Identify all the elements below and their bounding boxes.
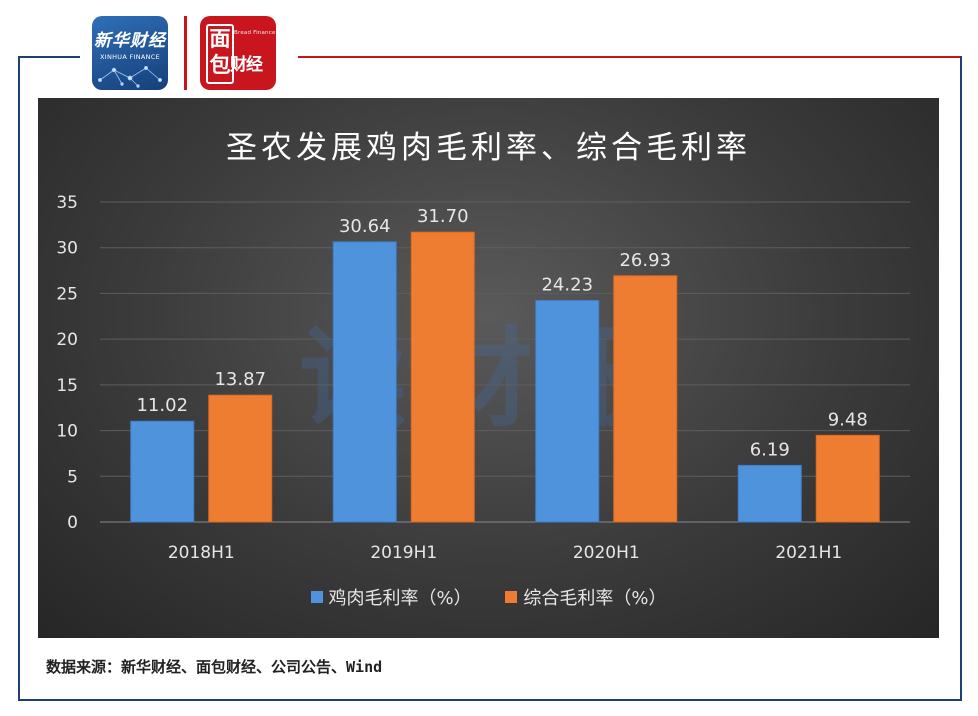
legend-item-overall: 综合毛利率（%）	[505, 584, 666, 610]
mianbao-logo-small-text: Bread Finance	[234, 30, 276, 36]
bar-chicken-margin	[535, 299, 600, 523]
data-label: 6.19	[750, 439, 790, 460]
x-tick-label: 2020H1	[573, 543, 640, 563]
network-dots-icon	[98, 66, 163, 88]
mianbao-logo-brand: 财经	[230, 55, 263, 75]
bar-chicken-margin	[737, 464, 802, 523]
y-tick-label: 35	[56, 193, 78, 213]
mianbao-finance-logo: 面包 Bread Finance 财经	[200, 16, 276, 90]
legend-label-chicken: 鸡肉毛利率（%）	[328, 588, 472, 609]
bar-overall-margin	[613, 275, 678, 523]
y-tick-label: 15	[56, 376, 78, 396]
data-source-text: 数据来源：新华财经、面包财经、公司公告、Wind	[46, 658, 383, 676]
data-label: 30.64	[339, 216, 391, 237]
x-tick-label: 2021H1	[775, 543, 842, 563]
frame-top-right-line	[298, 56, 962, 58]
y-tick-label: 5	[67, 467, 78, 487]
logo-separator	[184, 16, 187, 90]
legend-item-chicken: 鸡肉毛利率（%）	[310, 584, 472, 610]
xinhua-finance-logo: 新华财经 XINHUA FINANCE	[92, 16, 168, 90]
bar-overall-margin	[815, 434, 880, 523]
y-tick-label: 30	[56, 239, 78, 259]
legend-swatch-overall	[505, 591, 518, 603]
data-label: 26.93	[619, 250, 671, 271]
x-tick-label: 2018H1	[168, 543, 235, 563]
chart-panel: 圣农发展鸡肉毛利率、综合毛利率 读财报 0 5 10 15 20 25 30 35 11.02…	[38, 98, 939, 638]
chart-legend: 鸡肉毛利率（%） 综合毛利率（%）	[38, 584, 939, 610]
legend-label-overall: 综合毛利率（%）	[523, 588, 667, 609]
data-label: 24.23	[541, 274, 593, 295]
data-label: 31.70	[417, 206, 469, 227]
x-tick-label: 2019H1	[370, 543, 437, 563]
data-label: 9.48	[828, 409, 868, 430]
y-tick-label: 25	[56, 284, 78, 304]
bar-chicken-margin	[130, 420, 195, 523]
data-label: 11.02	[136, 395, 188, 416]
y-tick-label: 0	[67, 513, 78, 533]
mianbao-logo-mark: 面包	[206, 24, 234, 84]
xinhua-logo-cn: 新华财经	[94, 31, 166, 51]
chart-title: 圣农发展鸡肉毛利率、综合毛利率	[226, 130, 751, 166]
y-tick-label: 20	[56, 330, 78, 350]
bar-overall-margin	[208, 394, 273, 523]
frame-bottom-line	[18, 699, 962, 701]
data-label: 13.87	[214, 369, 266, 390]
y-tick-label: 10	[56, 422, 78, 442]
frame-right-line	[960, 56, 962, 701]
frame-left-line	[18, 56, 20, 701]
bar-chicken-margin	[332, 241, 397, 523]
xinhua-logo-en: XINHUA FINANCE	[99, 53, 161, 61]
legend-swatch-chicken	[310, 591, 323, 603]
frame-top-left-line	[18, 56, 80, 58]
bar-overall-margin	[410, 231, 475, 523]
